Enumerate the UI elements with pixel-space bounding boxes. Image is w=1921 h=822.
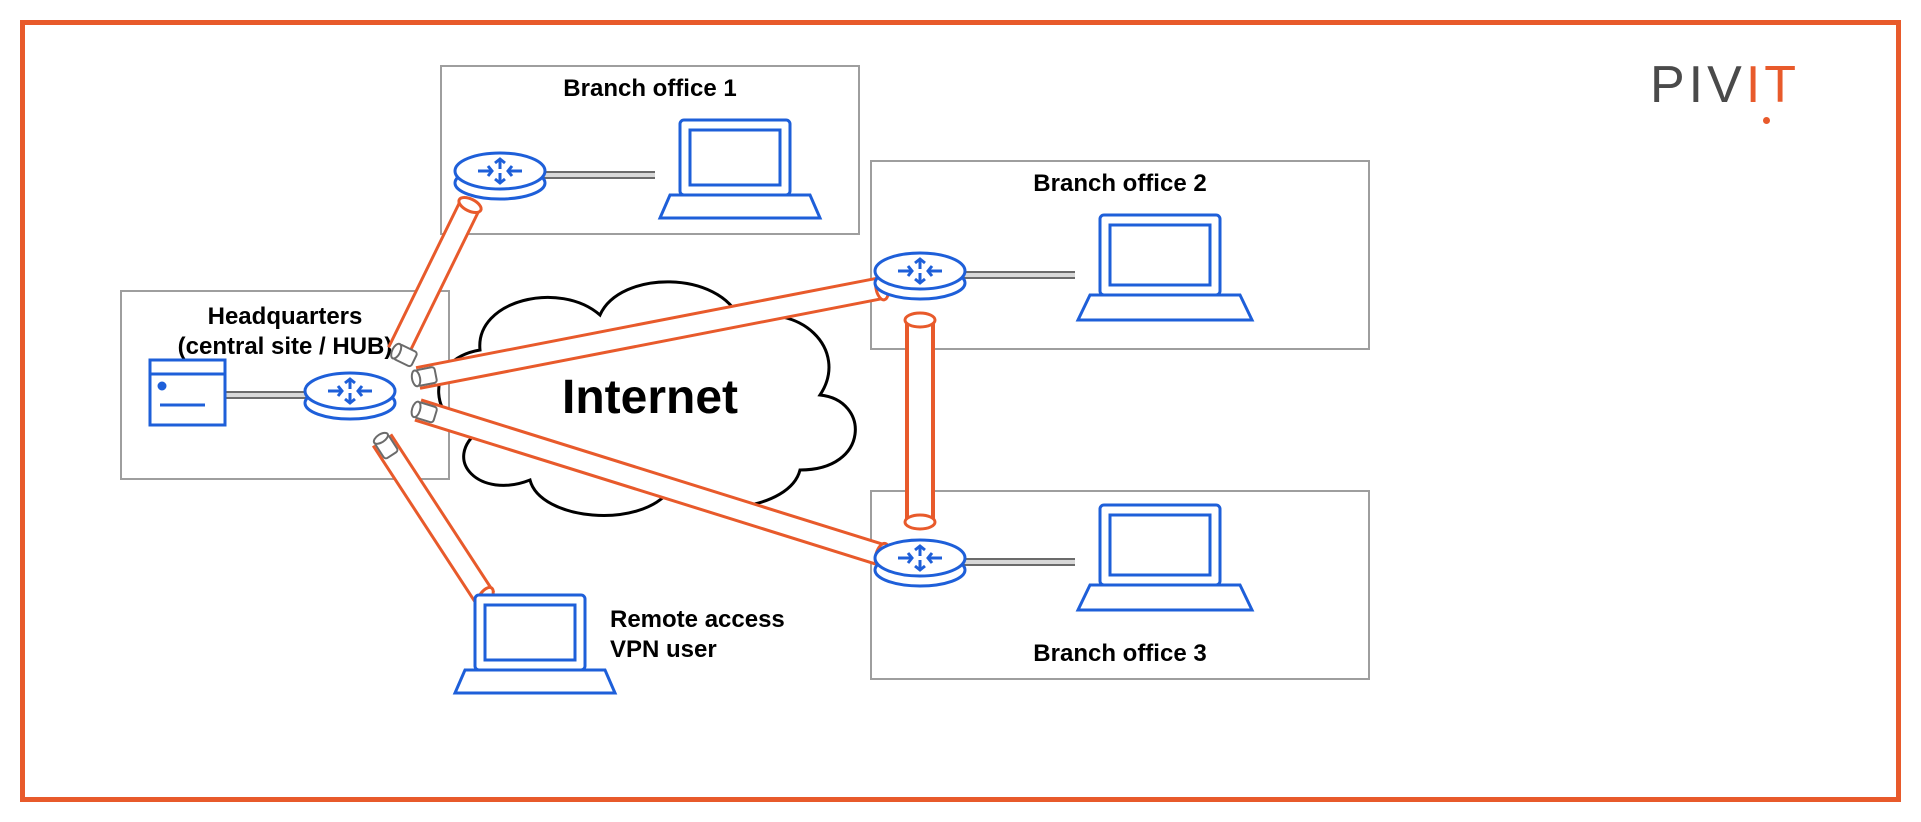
b3-router-icon [875,540,965,586]
hq-router-icon [305,373,395,419]
server-icon [150,360,225,425]
b1-laptop-icon [660,120,820,218]
b1-router-icon [455,153,545,199]
vpn-pipes [372,194,935,611]
b3-laptop-icon [1078,505,1252,610]
b2-router-icon [875,253,965,299]
gray-links [225,175,1075,562]
diagram-svg [0,0,1921,822]
remote-laptop-icon [455,595,615,693]
b2-laptop-icon [1078,215,1252,320]
